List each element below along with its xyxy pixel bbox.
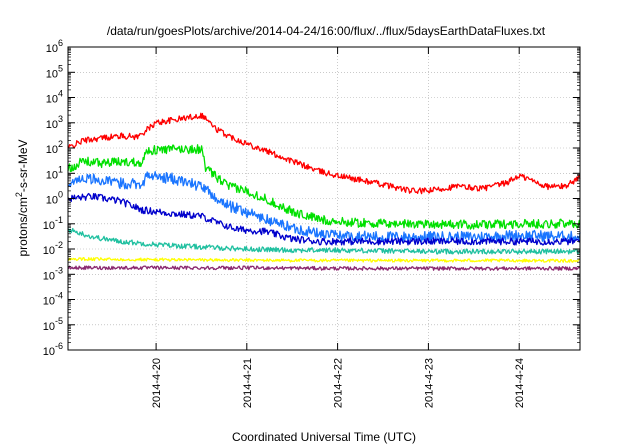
y-axis-ticks: 10-610-510-410-310-210-11001011021031041…: [43, 38, 580, 358]
y-tick-base: 10: [43, 220, 55, 232]
x-axis-label: Coordinated Universal Time (UTC): [232, 430, 416, 444]
y-tick-base: 10: [46, 43, 58, 55]
data-series-group: [67, 112, 581, 271]
y-tick-exponent: -1: [55, 215, 63, 225]
y-tick-label: 10-6: [43, 341, 63, 358]
y-axis-label-prefix: protons/cm: [16, 197, 30, 256]
x-axis-ticks: 2014-4-20 2014-4-21 2014-4-22 2014-4-23 2014…: [151, 47, 526, 408]
y-tick-exponent: -6: [55, 341, 63, 351]
y-tick-base: 10: [43, 270, 55, 282]
y-tick-base: 10: [46, 119, 58, 131]
series-line-5: [67, 227, 581, 255]
x-tick-label: 2014-4-22: [333, 358, 345, 408]
series-line-2: [67, 144, 581, 230]
y-tick-base: 10: [43, 245, 55, 257]
y-tick-label: 105: [46, 63, 63, 80]
y-tick-label: 10-2: [43, 240, 63, 257]
y-tick-exponent: 2: [58, 139, 63, 149]
y-tick-base: 10: [46, 169, 58, 181]
series-line-1: [68, 112, 581, 195]
y-tick-exponent: -2: [55, 240, 63, 250]
y-tick-base: 10: [46, 94, 58, 106]
y-axis-label: protons/cm2-s-sr-MeV: [14, 139, 30, 256]
y-tick-base: 10: [43, 321, 55, 333]
y-axis-label-sup: 2: [14, 192, 24, 197]
x-tick-label: 2014-4-23: [423, 358, 435, 408]
y-tick-label: 10-3: [43, 265, 63, 282]
y-tick-base: 10: [46, 144, 58, 156]
y-tick-label: 10-5: [43, 316, 63, 333]
y-tick-base: 10: [46, 195, 58, 207]
x-tick-label: 2014-4-24: [514, 358, 526, 408]
y-tick-exponent: -3: [55, 265, 63, 275]
y-tick-label: 104: [46, 89, 63, 106]
y-tick-label: 103: [46, 114, 63, 131]
y-tick-label: 106: [46, 38, 63, 55]
y-tick-exponent: 5: [58, 63, 63, 73]
y-tick-label: 10-1: [43, 215, 63, 232]
y-tick-base: 10: [43, 346, 55, 358]
y-tick-exponent: 1: [58, 164, 63, 174]
y-tick-exponent: 3: [58, 114, 63, 124]
grid-lines: [68, 47, 580, 350]
series-line-6: [67, 257, 581, 263]
y-tick-label: 102: [46, 139, 63, 156]
x-tick-label: 2014-4-21: [242, 358, 254, 408]
x-tick-label: 2014-4-20: [151, 358, 163, 408]
y-tick-exponent: 6: [58, 38, 63, 48]
y-tick-base: 10: [46, 68, 58, 80]
series-line-7: [67, 265, 581, 271]
y-tick-exponent: -5: [55, 316, 63, 326]
y-axis-label-suffix: -s-sr-MeV: [16, 139, 30, 192]
y-tick-label: 100: [46, 190, 63, 207]
y-tick-base: 10: [43, 296, 55, 308]
y-tick-label: 101: [46, 164, 63, 181]
y-tick-exponent: -4: [55, 291, 63, 301]
y-tick-exponent: 0: [58, 190, 63, 200]
y-tick-exponent: 4: [58, 89, 63, 99]
series-line-4: [67, 192, 581, 246]
y-tick-label: 10-4: [43, 291, 63, 308]
chart-title: /data/run/goesPlots/archive/2014-04-24/1…: [107, 24, 546, 38]
